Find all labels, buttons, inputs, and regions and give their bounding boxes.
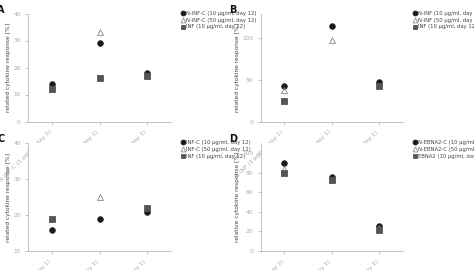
Text: A: A [0, 5, 5, 15]
Text: C: C [0, 134, 4, 144]
Text: D: D [229, 134, 237, 144]
Y-axis label: relative cytokine response [%]: relative cytokine response [%] [235, 152, 240, 242]
Legend: N-EBNA2-C (10 µg/ml, day 12), N-EBNA2-C (50 µg/ml, day 12), EBNA2 (10 µg/ml, day: N-EBNA2-C (10 µg/ml, day 12), N-EBNA2-C … [413, 140, 474, 159]
Text: B: B [229, 5, 237, 15]
Legend: INF-C (10 µg/ml, day 12), INF-C (50 µg/ml, day 12), INF (10 µg/ml, day 12): INF-C (10 µg/ml, day 12), INF-C (50 µg/m… [181, 140, 251, 159]
Y-axis label: related cytokine response [%]: related cytokine response [%] [235, 23, 240, 112]
Legend: N-INF-C (10 µg/ml, day 12), N-INF-C (50 µg/ml, day 12), INF (10 µg/ml, day 12): N-INF-C (10 µg/ml, day 12), N-INF-C (50 … [181, 11, 257, 29]
Y-axis label: related cytokine response [%]: related cytokine response [%] [6, 23, 11, 112]
Legend: N-INF (10 µg/ml, day 12), N-INF (50 µg/ml, day 12), INF (10 µg/ml, day 12): N-INF (10 µg/ml, day 12), N-INF (50 µg/m… [413, 11, 474, 29]
Y-axis label: related cytokine response [%]: related cytokine response [%] [6, 153, 11, 242]
